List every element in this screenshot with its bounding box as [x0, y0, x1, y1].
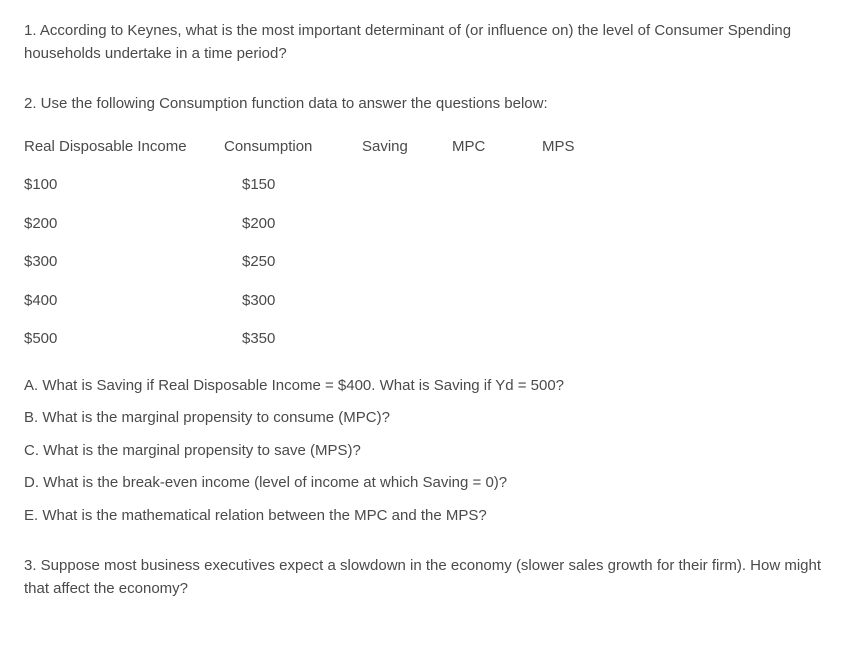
question-3-text: 3. Suppose most business executives expe… — [24, 555, 821, 600]
col-header-consumption: Consumption — [224, 128, 362, 167]
q2-part-a: A. What is Saving if Real Disposable Inc… — [24, 375, 821, 398]
cell-mps — [542, 166, 632, 205]
q2-part-d: D. What is the break-even income (level … — [24, 472, 821, 495]
table-row: $400 $300 — [24, 282, 632, 321]
col-header-mpc: MPC — [452, 128, 542, 167]
cell-saving — [362, 243, 452, 282]
cell-mps — [542, 205, 632, 244]
cell-mpc — [452, 205, 542, 244]
question-1-text: 1. According to Keynes, what is the most… — [24, 20, 821, 65]
col-header-income: Real Disposable Income — [24, 128, 224, 167]
cell-consumption: $350 — [224, 320, 362, 359]
cell-consumption: $150 — [224, 166, 362, 205]
question-1: 1. According to Keynes, what is the most… — [24, 20, 821, 65]
q2-part-c: C. What is the marginal propensity to sa… — [24, 440, 821, 463]
cell-saving — [362, 166, 452, 205]
question-2-intro: 2. Use the following Consumption functio… — [24, 93, 821, 116]
question-3: 3. Suppose most business executives expe… — [24, 555, 821, 600]
table-row: $100 $150 — [24, 166, 632, 205]
table-row: $200 $200 — [24, 205, 632, 244]
cell-income: $400 — [24, 282, 224, 321]
question-2: 2. Use the following Consumption functio… — [24, 93, 821, 527]
q2-part-b: B. What is the marginal propensity to co… — [24, 407, 821, 430]
cell-mps — [542, 243, 632, 282]
col-header-saving: Saving — [362, 128, 452, 167]
cell-consumption: $250 — [224, 243, 362, 282]
consumption-table: Real Disposable Income Consumption Savin… — [24, 128, 632, 359]
cell-mps — [542, 282, 632, 321]
cell-mps — [542, 320, 632, 359]
cell-saving — [362, 320, 452, 359]
cell-saving — [362, 282, 452, 321]
question-2-subparts: A. What is Saving if Real Disposable Inc… — [24, 375, 821, 528]
cell-mpc — [452, 166, 542, 205]
cell-income: $100 — [24, 166, 224, 205]
cell-mpc — [452, 320, 542, 359]
table-row: $300 $250 — [24, 243, 632, 282]
cell-income: $300 — [24, 243, 224, 282]
cell-mpc — [452, 243, 542, 282]
table-row: $500 $350 — [24, 320, 632, 359]
cell-saving — [362, 205, 452, 244]
cell-mpc — [452, 282, 542, 321]
table-header-row: Real Disposable Income Consumption Savin… — [24, 128, 632, 167]
cell-consumption: $300 — [224, 282, 362, 321]
cell-income: $500 — [24, 320, 224, 359]
col-header-mps: MPS — [542, 128, 632, 167]
cell-consumption: $200 — [224, 205, 362, 244]
q2-part-e: E. What is the mathematical relation bet… — [24, 505, 821, 528]
cell-income: $200 — [24, 205, 224, 244]
